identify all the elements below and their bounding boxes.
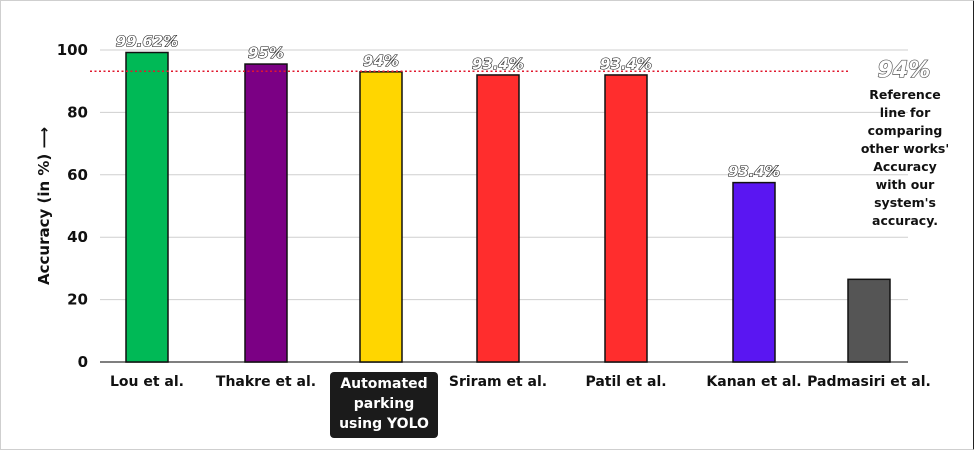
bar-value-label: 93.4% bbox=[472, 55, 524, 73]
bar bbox=[604, 74, 648, 363]
bar bbox=[125, 51, 169, 363]
bar-value-label: 99.62% bbox=[116, 32, 178, 50]
highlighted-category-label: Automated parking using YOLO bbox=[330, 372, 438, 438]
y-tick-label: 20 bbox=[67, 291, 88, 309]
bar bbox=[476, 74, 520, 363]
y-tick-label: 100 bbox=[57, 41, 88, 59]
y-tick-label: 0 bbox=[78, 353, 88, 371]
bar bbox=[732, 181, 776, 363]
x-category-label: Patil et al. bbox=[585, 374, 666, 390]
y-tick-label: 80 bbox=[67, 103, 88, 121]
reference-line-label: 94% bbox=[878, 58, 931, 83]
x-category-label: Lou et al. bbox=[110, 374, 184, 390]
x-category-label: Padmasiri et al. bbox=[807, 374, 931, 390]
bar bbox=[244, 63, 288, 363]
bar-value-label: 93.4% bbox=[600, 55, 652, 73]
data-labels: 99.62% 95% 94% 93.4% 93.4% 93.4% bbox=[115, 32, 780, 181]
y-axis-ticks: 0 20 40 60 80 100 bbox=[57, 41, 88, 371]
y-axis-label: Accuracy (in %) ⟶ bbox=[35, 127, 53, 285]
bar-value-label: 95% bbox=[248, 44, 284, 62]
bar bbox=[847, 278, 891, 363]
x-axis-categories: Lou et al. Thakre et al. Sriram et al. Pati… bbox=[110, 374, 931, 390]
y-tick-label: 40 bbox=[67, 228, 88, 246]
bars bbox=[125, 51, 891, 363]
bar bbox=[359, 71, 403, 363]
bar-value-label: 94% bbox=[363, 52, 399, 70]
y-tick-label: 60 bbox=[67, 166, 88, 184]
x-category-label: Kanan et al. bbox=[706, 374, 801, 390]
x-category-label: Thakre et al. bbox=[216, 374, 316, 390]
bar-value-label: 93.4% bbox=[728, 163, 780, 181]
reference-line-annotation: Reference line for comparing other works… bbox=[860, 87, 950, 228]
x-category-label: Sriram et al. bbox=[449, 374, 547, 390]
